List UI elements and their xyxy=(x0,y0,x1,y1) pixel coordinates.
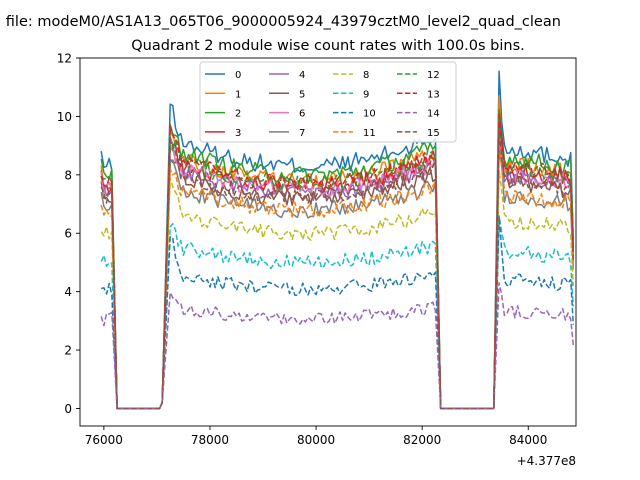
y-tick-label: 12 xyxy=(57,52,72,66)
legend-label-10: 10 xyxy=(363,109,376,120)
series-line-7 xyxy=(100,150,575,410)
legend-label-3: 3 xyxy=(235,128,241,139)
y-tick-label: 0 xyxy=(64,402,72,416)
y-tick-label: 6 xyxy=(64,227,72,241)
x-tick-label: 84000 xyxy=(509,433,547,447)
y-tick-label: 2 xyxy=(64,344,72,358)
legend-label-12: 12 xyxy=(427,70,440,81)
y-tick-label: 4 xyxy=(64,285,72,299)
x-tick-label: 82000 xyxy=(403,433,441,447)
x-tick-label: 80000 xyxy=(297,433,335,447)
y-tick-label: 8 xyxy=(64,168,72,182)
series-line-12 xyxy=(100,118,575,410)
legend-label-7: 7 xyxy=(299,128,305,139)
figure-suptitle: n file: modeM0/AS1A13_065T06_9000005924_… xyxy=(0,14,561,30)
legend-label-11: 11 xyxy=(363,128,376,139)
legend-label-14: 14 xyxy=(427,109,440,120)
legend-label-0: 0 xyxy=(235,70,241,81)
chart-title: Quadrant 2 module wise count rates with … xyxy=(131,38,525,54)
legend-label-4: 4 xyxy=(299,70,305,81)
series-layer xyxy=(100,70,575,410)
legend-label-1: 1 xyxy=(235,89,241,100)
y-tick-label: 10 xyxy=(57,110,72,124)
plot-area-frame xyxy=(79,57,577,427)
legend-label-13: 13 xyxy=(427,89,440,100)
series-line-4 xyxy=(100,121,575,410)
x-tick-label: 76000 xyxy=(85,433,123,447)
series-line-11 xyxy=(100,146,575,410)
series-line-10 xyxy=(101,215,575,410)
legend-box xyxy=(199,61,457,143)
series-line-0 xyxy=(100,70,575,410)
x-offset-label: +4.377e8 xyxy=(517,454,576,468)
legend-label-2: 2 xyxy=(235,109,241,120)
series-line-14 xyxy=(100,282,575,410)
x-tick-label: 78000 xyxy=(191,433,229,447)
legend-label-15: 15 xyxy=(427,128,440,139)
y-axis: 0 2 4 6 8 10 12 xyxy=(57,52,80,416)
series-line-15 xyxy=(100,127,575,410)
series-line-13 xyxy=(100,120,575,410)
series-line-9 xyxy=(100,215,575,410)
series-line-8 xyxy=(100,170,575,410)
legend-label-6: 6 xyxy=(299,109,305,120)
legend-label-9: 9 xyxy=(363,89,369,100)
legend-label-5: 5 xyxy=(299,89,305,100)
x-axis: 76000 78000 80000 82000 84000 xyxy=(85,426,547,447)
legend-label-8: 8 xyxy=(363,70,369,81)
